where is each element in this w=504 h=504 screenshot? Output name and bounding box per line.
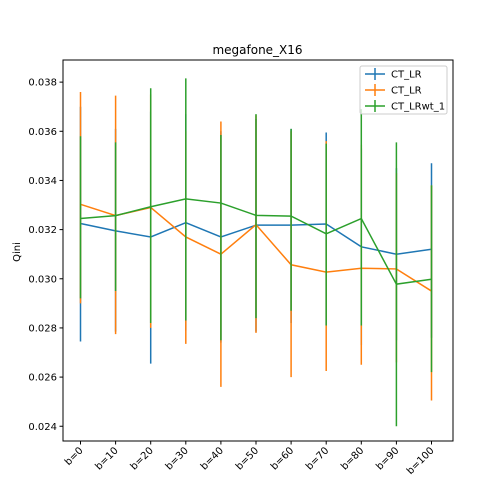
- y-tick-label: 0.032: [28, 225, 57, 236]
- legend-box: [359, 65, 448, 115]
- axes-frame: [62, 59, 454, 442]
- series-3: [79, 78, 433, 427]
- chart-title: megafone_X16: [212, 43, 302, 57]
- legend-label: CT_LR: [391, 70, 422, 81]
- y-tick-label: 0.034: [28, 176, 57, 187]
- series-line: [80, 198, 432, 285]
- legend-label: CT_LR: [391, 86, 422, 97]
- plot-area: [79, 78, 433, 427]
- y-axis-label: Qini: [12, 242, 23, 262]
- y-tick-label: 0.038: [28, 78, 57, 89]
- y-tick-label: 0.030: [28, 274, 57, 285]
- legend: CT_LR CT_LR CT_LRwt_1: [359, 65, 448, 115]
- y-tick-label: 0.026: [28, 373, 57, 384]
- y-tick-label: 0.036: [28, 127, 57, 138]
- y-tick-label: 0.024: [28, 422, 57, 433]
- y-tick-label: 0.028: [28, 323, 57, 334]
- legend-label: CT_LRwt_1: [391, 102, 445, 113]
